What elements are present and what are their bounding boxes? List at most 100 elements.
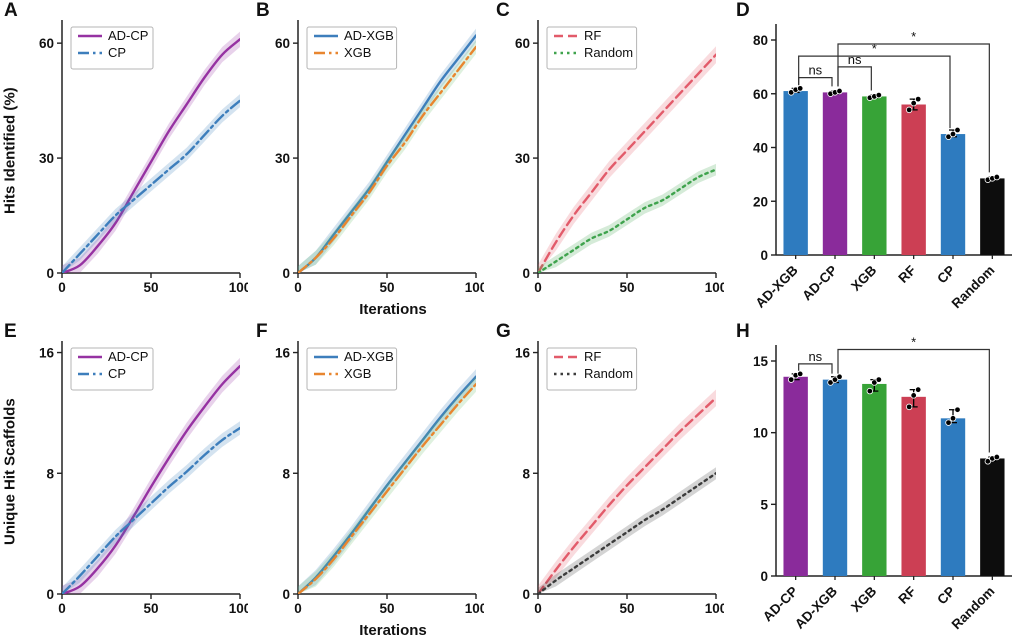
svg-text:20: 20 <box>753 194 768 209</box>
svg-text:0: 0 <box>760 569 768 584</box>
svg-text:60: 60 <box>275 36 290 51</box>
panel-letter-C: C <box>496 0 510 21</box>
svg-text:30: 30 <box>515 151 530 166</box>
svg-text:60: 60 <box>515 36 530 51</box>
svg-text:50: 50 <box>379 601 394 616</box>
svg-text:60: 60 <box>39 36 54 51</box>
panel-D: D 0 20 40 60 80 AD-XGB AD-CP XGB RF CP Random ns ns *… <box>732 0 1024 321</box>
svg-text:100: 100 <box>465 280 484 295</box>
chart-C: 0 50 100 0 30 60 RF Random <box>515 20 724 295</box>
panel-letter-A: A <box>4 0 18 21</box>
svg-text:15: 15 <box>753 354 769 369</box>
chart-B: 0 50 100 0 30 60 AD-XGB XGB <box>275 20 484 295</box>
panel-letter-E: E <box>4 321 17 342</box>
svg-text:RF: RF <box>895 584 918 607</box>
svg-text:8: 8 <box>522 466 530 481</box>
panel-B: B 0 50 100 0 30 60 AD-XGB XGB Iterations <box>252 0 492 321</box>
svg-text:100: 100 <box>229 280 248 295</box>
svg-text:50: 50 <box>619 601 634 616</box>
svg-text:CP: CP <box>934 263 958 287</box>
svg-text:CP: CP <box>108 366 126 381</box>
svg-text:50: 50 <box>379 280 394 295</box>
svg-text:AD-CP: AD-CP <box>799 263 840 304</box>
panel-E: E Unique Hit Scaffolds 0 50 100 0 8 16 AD-CP CP <box>0 321 252 642</box>
svg-text:*: * <box>911 29 916 44</box>
panel-letter-F: F <box>256 321 268 342</box>
panel-F: F 0 50 100 0 8 16 AD-XGB XGB Iterations <box>252 321 492 642</box>
svg-text:AD-XGB: AD-XGB <box>792 583 840 631</box>
x-axis-label-iterations: Iterations <box>359 622 427 639</box>
svg-text:ns: ns <box>808 349 822 364</box>
svg-text:AD-CP: AD-CP <box>108 28 148 43</box>
svg-text:5: 5 <box>760 497 768 512</box>
svg-text:XGB: XGB <box>848 583 879 614</box>
svg-text:Random: Random <box>949 584 998 633</box>
svg-text:100: 100 <box>465 601 484 616</box>
svg-text:0: 0 <box>46 587 54 602</box>
panel-A: A Hits Identified (%) 0 50 100 0 30 60 AD-CP CP <box>0 0 252 321</box>
svg-text:XGB: XGB <box>848 262 879 293</box>
panel-letter-H: H <box>736 321 750 342</box>
svg-text:XGB: XGB <box>344 366 371 381</box>
panel-letter-B: B <box>256 0 270 21</box>
svg-text:RF: RF <box>895 263 918 286</box>
chart-E: 0 50 100 0 8 16 AD-CP CP <box>39 341 248 616</box>
svg-text:0: 0 <box>58 280 66 295</box>
svg-text:100: 100 <box>705 601 724 616</box>
svg-text:0: 0 <box>282 266 290 281</box>
svg-text:Random: Random <box>584 366 633 381</box>
svg-text:0: 0 <box>294 601 302 616</box>
svg-text:0: 0 <box>522 266 530 281</box>
svg-text:0: 0 <box>46 266 54 281</box>
svg-text:ns: ns <box>848 52 862 67</box>
svg-text:AD-XGB: AD-XGB <box>753 262 801 310</box>
svg-text:0: 0 <box>760 248 768 263</box>
svg-text:8: 8 <box>46 466 54 481</box>
y-axis-label-scaffolds: Unique Hit Scaffolds <box>1 398 19 545</box>
svg-text:RF: RF <box>584 28 601 43</box>
chart-G: 0 50 100 0 8 16 RF Random <box>515 341 724 616</box>
svg-text:16: 16 <box>275 346 291 361</box>
panel-C: C 0 50 100 0 30 60 RF Random <box>492 0 732 321</box>
svg-text:10: 10 <box>753 426 768 441</box>
svg-text:0: 0 <box>294 280 302 295</box>
svg-text:*: * <box>872 41 877 56</box>
panel-letter-D: D <box>736 0 750 21</box>
svg-text:16: 16 <box>515 346 531 361</box>
svg-text:0: 0 <box>522 587 530 602</box>
chart-A: 0 50 100 0 30 60 AD-CP CP <box>39 20 248 295</box>
svg-text:Random: Random <box>584 45 633 60</box>
y-axis-label-hits: Hits Identified (%) <box>1 87 19 214</box>
svg-text:8: 8 <box>282 466 290 481</box>
svg-text:AD-XGB: AD-XGB <box>344 28 394 43</box>
svg-text:50: 50 <box>143 601 158 616</box>
svg-text:XGB: XGB <box>344 45 371 60</box>
svg-text:30: 30 <box>275 151 290 166</box>
svg-text:50: 50 <box>143 280 158 295</box>
svg-text:50: 50 <box>619 280 634 295</box>
svg-text:30: 30 <box>39 151 54 166</box>
svg-text:ns: ns <box>808 63 822 78</box>
svg-text:100: 100 <box>705 280 724 295</box>
svg-text:60: 60 <box>753 87 768 102</box>
svg-text:40: 40 <box>753 141 768 156</box>
panel-H: H 0 5 10 15 AD-CP AD-XGB XGB RF CP Random ns * <box>732 321 1024 642</box>
svg-text:0: 0 <box>58 601 66 616</box>
svg-text:0: 0 <box>282 587 290 602</box>
svg-text:Random: Random <box>949 263 998 312</box>
svg-text:100: 100 <box>229 601 248 616</box>
panel-letter-G: G <box>496 321 511 342</box>
x-axis-label-iterations: Iterations <box>359 301 427 318</box>
svg-text:AD-XGB: AD-XGB <box>344 349 394 364</box>
panel-G: G 0 50 100 0 8 16 RF Random <box>492 321 732 642</box>
svg-text:AD-CP: AD-CP <box>108 349 148 364</box>
svg-text:16: 16 <box>39 346 55 361</box>
svg-text:*: * <box>911 335 916 350</box>
svg-text:CP: CP <box>934 584 958 608</box>
svg-text:80: 80 <box>753 33 768 48</box>
svg-text:0: 0 <box>534 601 542 616</box>
svg-text:CP: CP <box>108 45 126 60</box>
chart-F: 0 50 100 0 8 16 AD-XGB XGB <box>275 341 484 616</box>
